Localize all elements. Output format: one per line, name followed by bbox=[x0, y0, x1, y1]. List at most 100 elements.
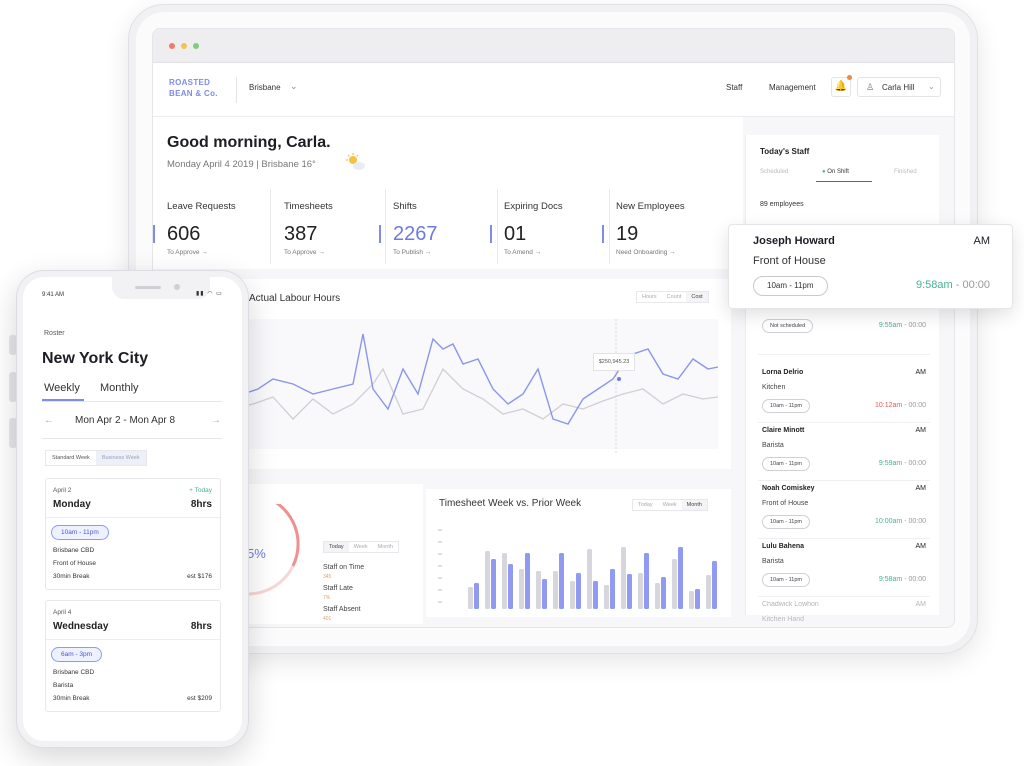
stat-link[interactable]: To Amend → bbox=[504, 249, 542, 256]
shift-pill: 10am - 11pm bbox=[762, 457, 810, 471]
stat-shifts[interactable]: Shifts 2267 To Publish → bbox=[379, 189, 489, 264]
staff-row[interactable]: Not scheduled 9:55am - 00:00 bbox=[758, 315, 930, 355]
chevron-down-icon[interactable]: ⌄ bbox=[290, 81, 298, 91]
stat-link[interactable]: To Approve → bbox=[284, 249, 325, 256]
toggle-month[interactable]: Month bbox=[681, 500, 707, 510]
today-badge: + Today bbox=[189, 487, 212, 494]
current-week-bar bbox=[627, 574, 632, 609]
clock-in-time: 9:58am bbox=[915, 279, 953, 291]
tab-on-shift[interactable]: ● On Shift bbox=[822, 169, 849, 175]
stat-label: Leave Requests bbox=[167, 201, 236, 212]
toggle-today[interactable]: Today bbox=[638, 502, 653, 508]
stat-timesheets[interactable]: Timesheets 387 To Approve → bbox=[270, 189, 380, 264]
clock-out-time: - 00:00 bbox=[902, 322, 926, 329]
prior-week-bar bbox=[672, 559, 677, 609]
card-divider bbox=[46, 639, 220, 640]
staff-role: Kitchen Hand bbox=[762, 616, 805, 623]
clock-in-time: 10:00am bbox=[875, 518, 903, 525]
toggle-standard-week[interactable]: Standard Week bbox=[52, 455, 90, 461]
staff-row[interactable]: Chadwick Lowhon AM Kitchen Hand bbox=[758, 599, 930, 627]
nav-staff[interactable]: Staff bbox=[726, 83, 743, 92]
day-name: Wednesday bbox=[53, 621, 109, 632]
shift-pill[interactable]: 10am - 11pm bbox=[51, 525, 109, 540]
arrow-right-icon[interactable]: → bbox=[211, 415, 221, 426]
toggle-week[interactable]: Week bbox=[353, 544, 368, 550]
close-dot-icon[interactable] bbox=[169, 43, 175, 49]
employee-count: 89 employees bbox=[760, 201, 804, 208]
stat-expiring-docs[interactable]: Expiring Docs 01 To Amend → bbox=[490, 189, 600, 264]
current-week-bar bbox=[508, 564, 513, 609]
toggle-hours[interactable]: Hours bbox=[642, 294, 657, 300]
staff-role: Front of House bbox=[753, 255, 826, 267]
staff-shift-period: AM bbox=[973, 235, 991, 247]
phone-notch bbox=[112, 277, 210, 299]
overview-card: Good morning, Carla. Monday April 4 2019… bbox=[153, 117, 743, 269]
clock-out-time: - 00:00 bbox=[902, 518, 926, 525]
toggle-month[interactable]: Month bbox=[377, 544, 393, 550]
labour-chart-title: Actual Labour Hours bbox=[249, 293, 341, 304]
toggle-cost[interactable]: Cost bbox=[686, 292, 708, 302]
brand-logo[interactable]: ROASTED BEAN & Co. bbox=[169, 77, 229, 99]
staff-row[interactable]: Lorna Delrio AM Kitchen 10am - 11pm 10:1… bbox=[758, 367, 930, 423]
minimize-dot-icon[interactable] bbox=[181, 43, 187, 49]
toggle-count[interactable]: Count bbox=[666, 294, 682, 300]
range-divider bbox=[42, 438, 222, 439]
maximize-dot-icon[interactable] bbox=[193, 43, 199, 49]
app-header: ROASTED BEAN & Co. Brisbane ⌄ Staff Mana… bbox=[153, 63, 954, 117]
shift-estimate: est $176 bbox=[187, 573, 212, 580]
prior-series-line bbox=[153, 367, 719, 420]
stat-link[interactable]: To Publish → bbox=[393, 249, 432, 256]
stat-leave-requests[interactable]: Leave Requests 606 To Approve → bbox=[153, 189, 263, 264]
tab-monthly[interactable]: Monthly bbox=[100, 382, 139, 394]
tab-divider bbox=[42, 401, 222, 402]
prior-week-bar bbox=[502, 553, 507, 609]
day-card[interactable]: April 4 Wednesday 8hrs 6am - 3pm Brisban… bbox=[45, 600, 221, 712]
toggle-week[interactable]: Week bbox=[662, 502, 677, 508]
toggle-business-week[interactable]: Business Week bbox=[95, 451, 146, 465]
timesheet-bar-chart[interactable] bbox=[426, 519, 731, 617]
timesheet-toggle: Today Week Month bbox=[632, 499, 708, 511]
partly-sunny-icon bbox=[346, 153, 365, 170]
tab-finished[interactable]: Finished bbox=[894, 169, 917, 175]
staff-detail-card[interactable]: Joseph Howard AM Front of House 10am - 1… bbox=[728, 224, 1013, 309]
stat-link[interactable]: Need Onboarding → bbox=[616, 249, 676, 256]
staff-row[interactable]: Lulu Bahena AM Barista 10am - 11pm 9:58a… bbox=[758, 541, 930, 597]
chevron-down-icon: ⌄ bbox=[928, 82, 935, 91]
arrow-left-icon[interactable]: ← bbox=[44, 415, 54, 426]
day-card[interactable]: April 2 + Today Monday 8hrs 10am - 11pm … bbox=[45, 478, 221, 590]
bell-icon[interactable]: 🔔 bbox=[831, 77, 851, 97]
shift-pill[interactable]: 6am - 3pm bbox=[51, 647, 103, 662]
phone-volume-down-button bbox=[9, 418, 17, 448]
stat-label: Expiring Docs bbox=[504, 201, 563, 212]
prior-week-bar bbox=[570, 581, 575, 609]
staff-name: Claire Minott bbox=[762, 427, 805, 434]
active-tab-underline bbox=[42, 399, 84, 401]
day-date: April 2 bbox=[53, 487, 72, 494]
tab-weekly[interactable]: Weekly bbox=[44, 382, 80, 394]
status-bar-time: 9:41 AM bbox=[42, 292, 65, 298]
staff-absent-value: 401 bbox=[323, 616, 332, 622]
current-week-bar bbox=[491, 559, 496, 609]
user-menu[interactable]: ♙ Carla Hill ⌄ bbox=[857, 77, 941, 97]
stat-link[interactable]: To Approve → bbox=[167, 249, 208, 256]
shift-estimate: est $209 bbox=[187, 695, 212, 702]
nav-management[interactable]: Management bbox=[769, 83, 816, 92]
staff-row[interactable]: Noah Comiskey AM Front of House 10am - 1… bbox=[758, 483, 930, 539]
staff-shift-period: AM bbox=[915, 369, 927, 376]
location-select[interactable]: Brisbane bbox=[249, 83, 281, 92]
clock-in-time: 9:59am bbox=[878, 460, 903, 467]
staff-name: Joseph Howard bbox=[753, 235, 835, 247]
stat-label: Timesheets bbox=[284, 201, 333, 212]
timesheet-compare-card: Timesheet Week vs. Prior Week Today Week… bbox=[426, 489, 731, 617]
tab-scheduled[interactable]: Scheduled bbox=[760, 169, 789, 175]
stat-new-employees[interactable]: New Employees 19 Need Onboarding → bbox=[602, 189, 712, 264]
shift-role: Front of House bbox=[53, 560, 96, 567]
logo-line-2: BEAN & Co. bbox=[169, 89, 218, 98]
clock-out-time: - 00:00 bbox=[902, 576, 926, 583]
date-range: Mon Apr 2 - Mon Apr 8 bbox=[75, 415, 176, 426]
clock-in-time: 9:55am bbox=[878, 322, 903, 329]
staff-on-time-value: 345 bbox=[323, 574, 332, 580]
staff-row[interactable]: Claire Minott AM Barista 10am - 11pm 9:5… bbox=[758, 425, 930, 481]
staff-late-value: 7% bbox=[323, 595, 331, 601]
toggle-today[interactable]: Today bbox=[324, 542, 349, 552]
